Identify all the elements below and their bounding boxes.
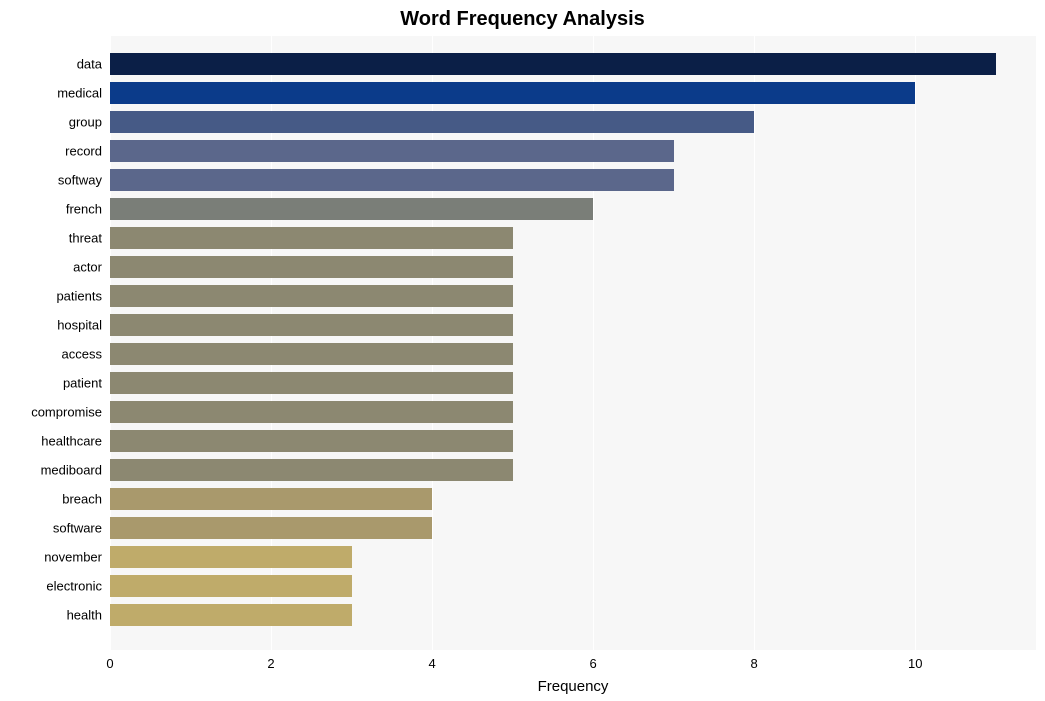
bar	[110, 198, 593, 220]
bar	[110, 285, 513, 307]
y-tick-label: compromise	[31, 405, 110, 420]
y-tick-label: access	[62, 347, 110, 362]
x-tick-label: 4	[428, 656, 435, 671]
y-tick-label: breach	[62, 492, 110, 507]
x-tick-label: 10	[908, 656, 922, 671]
x-tick-label: 6	[590, 656, 597, 671]
y-tick-label: threat	[69, 231, 110, 246]
bar	[110, 140, 674, 162]
y-tick-label: health	[67, 608, 110, 623]
bar	[110, 169, 674, 191]
grid-line	[754, 36, 755, 650]
bar	[110, 401, 513, 423]
bar	[110, 256, 513, 278]
bar	[110, 459, 513, 481]
y-tick-label: november	[44, 550, 110, 565]
y-tick-label: electronic	[46, 579, 110, 594]
y-tick-label: mediboard	[41, 463, 110, 478]
chart-container: Word Frequency Analysis datamedicalgroup…	[0, 0, 1045, 701]
chart-title: Word Frequency Analysis	[0, 8, 1045, 31]
y-tick-label: healthcare	[41, 434, 110, 449]
x-axis-label: Frequency	[538, 678, 609, 695]
x-tick-label: 0	[106, 656, 113, 671]
bar	[110, 604, 352, 626]
bar	[110, 430, 513, 452]
x-tick-label: 2	[267, 656, 274, 671]
y-tick-label: french	[66, 202, 110, 217]
y-tick-label: patient	[63, 376, 110, 391]
bar	[110, 575, 352, 597]
y-tick-label: medical	[57, 86, 110, 101]
y-tick-label: hospital	[57, 318, 110, 333]
y-tick-label: data	[77, 57, 110, 72]
bar	[110, 53, 996, 75]
y-tick-label: patients	[56, 289, 110, 304]
x-tick-label: 8	[751, 656, 758, 671]
y-tick-label: actor	[73, 260, 110, 275]
bar	[110, 343, 513, 365]
bar	[110, 227, 513, 249]
bar	[110, 546, 352, 568]
grid-line	[915, 36, 916, 650]
y-tick-label: group	[69, 115, 110, 130]
bar	[110, 82, 915, 104]
bar	[110, 488, 432, 510]
bar	[110, 111, 754, 133]
plot-area: datamedicalgrouprecordsoftwayfrenchthrea…	[110, 36, 1036, 650]
y-tick-label: software	[53, 521, 110, 536]
y-tick-label: record	[65, 144, 110, 159]
bar	[110, 517, 432, 539]
bar	[110, 372, 513, 394]
y-tick-label: softway	[58, 173, 110, 188]
bar	[110, 314, 513, 336]
